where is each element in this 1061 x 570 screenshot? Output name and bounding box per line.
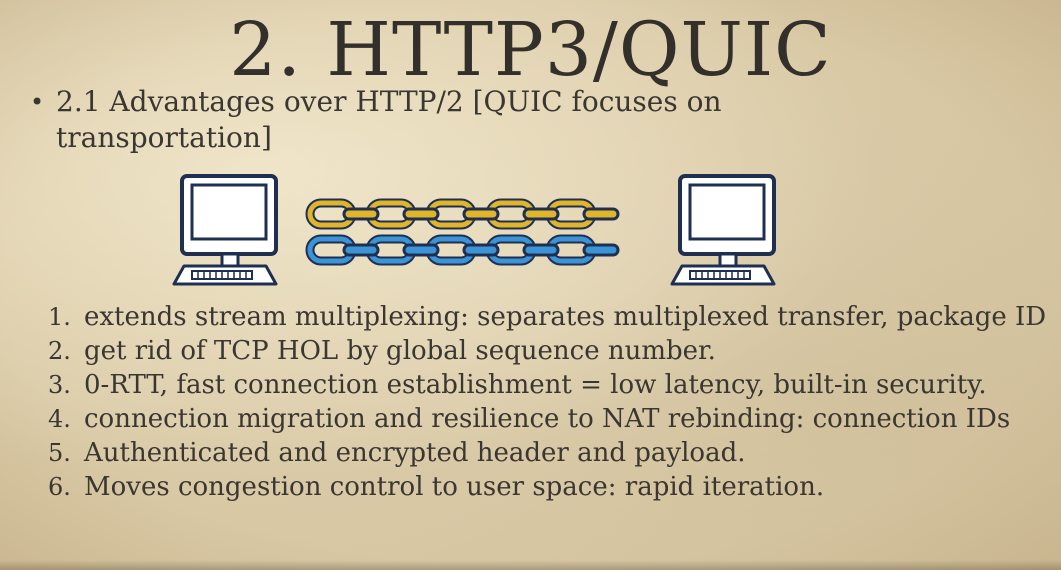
list-item: 2. get rid of TCP HOL by global sequence … (48, 336, 716, 366)
chain-link (462, 207, 500, 221)
connection-diagram (170, 172, 780, 292)
list-item: 4. connection migration and resilience to… (48, 404, 1011, 434)
slide-bottom-edge (0, 560, 1061, 570)
chain-link (342, 207, 380, 221)
bullet-dot: • (30, 88, 45, 116)
chain-link (402, 207, 440, 221)
chain-bottom (305, 234, 620, 266)
subheading: • 2.1 Advantages over HTTP/2 [QUIC focus… (30, 84, 856, 156)
chain-top (305, 198, 620, 230)
chain-link (522, 243, 560, 257)
slide-title: 2. HTTP3/QUIC (229, 7, 832, 93)
list-item: 5. Authenticated and encrypted header and… (48, 438, 746, 468)
connection-diagram-svg (172, 174, 776, 286)
chain-link (342, 243, 380, 257)
list-item: 1. extends stream multiplexing: separates… (48, 302, 1047, 332)
chain-link (402, 243, 440, 257)
chain-link (582, 243, 620, 257)
chain-link (522, 207, 560, 221)
chain-link (462, 243, 500, 257)
chain-link (582, 207, 620, 221)
computer-icon (670, 174, 776, 286)
subheading-text: 2.1 Advantages over HTTP/2 [QUIC focuses… (56, 85, 722, 154)
list-item: 6. Moves congestion control to user space… (48, 472, 825, 502)
computer-icon (172, 174, 278, 286)
list-item: 3. 0-RTT, fast connection establishment =… (48, 370, 987, 400)
advantages-list: 1. extends stream multiplexing: separates… (48, 300, 1058, 504)
